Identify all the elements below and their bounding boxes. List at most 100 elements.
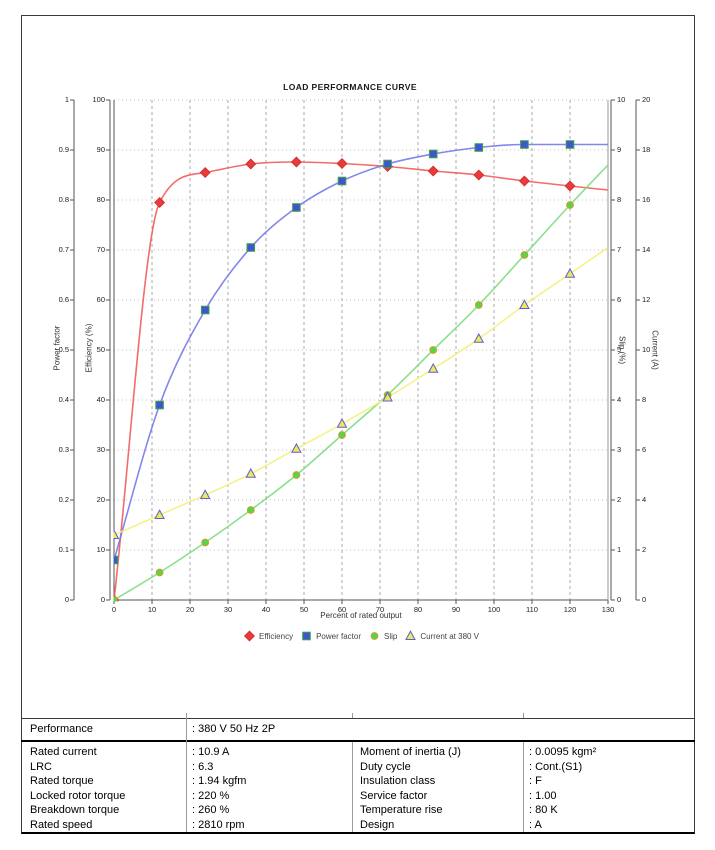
svg-text:40: 40 [97,395,105,404]
svg-text:100: 100 [488,605,501,614]
efficiency-axis-label: Efficiency (%) [84,323,94,373]
svg-text:50: 50 [300,605,308,614]
current-triangle-icon [404,630,417,642]
svg-text:0.9: 0.9 [59,145,69,154]
spec-value: : 0.0095 kgm² [529,746,597,758]
spec-value: : 1.94 kgfm [192,775,247,788]
svg-text:80: 80 [414,605,422,614]
performance-row-label: Performance [30,723,93,735]
svg-text:70: 70 [97,245,105,254]
svg-text:0.7: 0.7 [59,245,69,254]
svg-text:120: 120 [564,605,577,614]
spec-value: : 80 K [529,804,558,817]
current-axis-label: Current (A) [650,330,660,370]
svg-text:8: 8 [617,195,621,204]
svg-text:0.3: 0.3 [59,445,69,454]
svg-text:0.1: 0.1 [59,545,69,554]
power-factor-axis-label: Power factor [52,325,62,371]
spec-label: Rated torque [30,775,94,788]
spec-value: : Cont.(S1) [529,760,583,773]
slip-axis-label: Slip (%) [617,335,627,365]
spec-label: Breakdown torque [30,804,120,817]
svg-text:4: 4 [617,395,621,404]
table-header-divider [21,740,695,742]
table-column-divider [352,742,353,832]
svg-text:0: 0 [65,595,69,604]
spec-right-values: : 0.0095 kgm² : Cont.(S1) : F : 1.00 : 8… [529,745,596,833]
svg-text:5: 5 [617,345,621,354]
spec-label: Temperature rise [360,804,443,817]
svg-text:0: 0 [112,605,116,614]
svg-text:90: 90 [452,605,460,614]
svg-text:20: 20 [97,495,105,504]
legend-item-efficiency: Efficiency [243,630,293,642]
table-column-divider [186,713,187,832]
svg-text:70: 70 [376,605,384,614]
spec-value: : 260 % [192,804,230,817]
svg-text:20: 20 [642,95,650,104]
svg-text:16: 16 [642,195,650,204]
power-factor-square-icon [300,630,313,642]
spec-left-labels: Rated current LRC Rated torque Locked ro… [30,745,125,833]
spec-label: Locked rotor torque [30,789,126,802]
spec-left-values: : 10.9 A : 6.3 : 1.94 kgfm : 220 % : 260… [192,745,246,833]
table-top-border [21,718,695,719]
svg-text:0.2: 0.2 [59,495,69,504]
svg-text:0: 0 [642,595,646,604]
svg-text:8: 8 [642,395,646,404]
svg-text:10: 10 [642,345,650,354]
svg-text:80: 80 [97,195,105,204]
table-column-tick [352,713,353,718]
legend-item-current: Current at 380 V [404,630,479,642]
table-column-tick [523,713,524,718]
spec-label: Moment of inertia (J) [360,746,461,758]
svg-text:10: 10 [97,545,105,554]
svg-text:6: 6 [642,445,646,454]
legend-label: Current at 380 V [420,631,480,641]
svg-text:4: 4 [642,495,646,504]
svg-text:50: 50 [97,345,105,354]
svg-text:100: 100 [92,95,105,104]
legend-item-slip: Slip [368,630,397,642]
slip-circle-icon [368,630,381,642]
svg-text:10: 10 [617,95,625,104]
svg-text:0.8: 0.8 [59,195,69,204]
performance-row-value: : 380 V 50 Hz 2P [192,723,276,735]
content-border [21,15,695,834]
spec-label: LRC [30,760,53,773]
svg-text:1: 1 [65,95,69,104]
spec-value: : 1.00 [529,789,557,802]
spec-value: : F [529,775,542,788]
spec-value: : 220 % [192,789,230,802]
spec-label: Design [360,818,395,831]
x-axis-label: Percent of rated output [320,611,402,620]
svg-text:40: 40 [262,605,270,614]
load-performance-chart: 00.10.20.30.40.50.60.70.80.9101020304050… [59,95,651,614]
chart-legend: Efficiency Power factor Slip Current at … [243,630,479,642]
spec-label: Service factor [360,789,428,802]
legend-label: Efficiency [258,631,294,641]
svg-text:0.4: 0.4 [59,395,69,404]
svg-text:1: 1 [617,545,621,554]
svg-text:6: 6 [617,295,621,304]
svg-text:30: 30 [224,605,232,614]
spec-value: : A [529,818,542,831]
chart-title: LOAD PERFORMANCE CURVE [283,82,417,92]
svg-text:110: 110 [526,605,538,614]
svg-text:30: 30 [97,445,105,454]
efficiency-diamond-icon [243,630,256,642]
svg-text:7: 7 [617,245,621,254]
svg-text:0.6: 0.6 [59,295,69,304]
svg-text:2: 2 [642,545,646,554]
spec-value: : 10.9 A [192,746,230,758]
spec-right-labels: Moment of inertia (J) Duty cycle Insulat… [360,745,461,833]
spec-label: Rated speed [30,818,93,831]
svg-text:10: 10 [148,605,156,614]
legend-label: Power factor [316,631,361,641]
svg-text:60: 60 [338,605,346,614]
spec-label: Insulation class [360,775,436,788]
svg-text:12: 12 [642,295,650,304]
svg-text:18: 18 [642,145,650,154]
svg-text:0: 0 [101,595,105,604]
